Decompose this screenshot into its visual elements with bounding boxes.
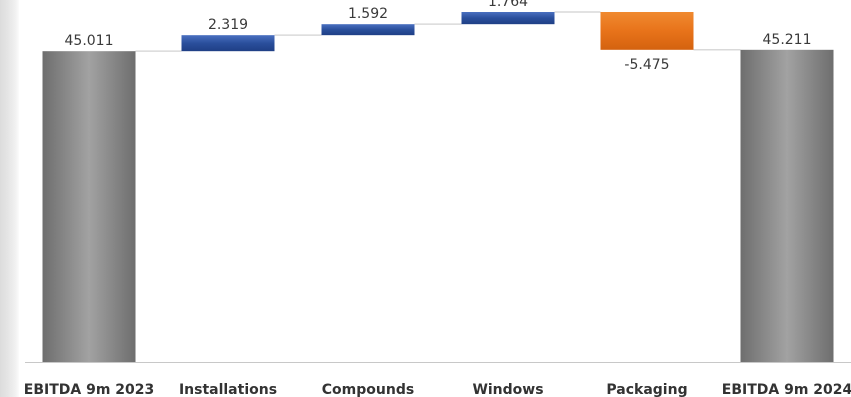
category-label-2: Installations (179, 382, 277, 397)
bar-2 (181, 35, 275, 52)
bar-5 (600, 12, 694, 50)
window-edge (0, 0, 19, 397)
value-label-1: 45.011 (65, 33, 114, 49)
category-label-5: Packaging (606, 382, 687, 397)
category-labels: EBITDA 9m 2023 Installations Compounds Wind… (24, 382, 851, 397)
bar-6 (740, 49, 834, 362)
value-label-4: 1.764 (488, 0, 528, 10)
category-label-4: Windows (472, 382, 543, 397)
bar-4 (461, 12, 555, 25)
value-labels: 45.011 2.319 1.592 1.764 -5.475 45.211 (65, 0, 812, 73)
bar-3 (321, 24, 415, 36)
value-label-3: 1.592 (348, 6, 388, 22)
value-label-2: 2.319 (208, 17, 248, 33)
connector-lines (135, 11, 741, 52)
category-label-6: EBITDA 9m 2024 (722, 382, 851, 397)
value-label-5: -5.475 (624, 57, 669, 73)
category-label-1: EBITDA 9m 2023 (24, 382, 155, 397)
value-label-6: 45.211 (763, 32, 812, 48)
bars (42, 12, 834, 363)
category-label-3: Compounds (322, 382, 414, 397)
bar-1 (42, 51, 136, 363)
